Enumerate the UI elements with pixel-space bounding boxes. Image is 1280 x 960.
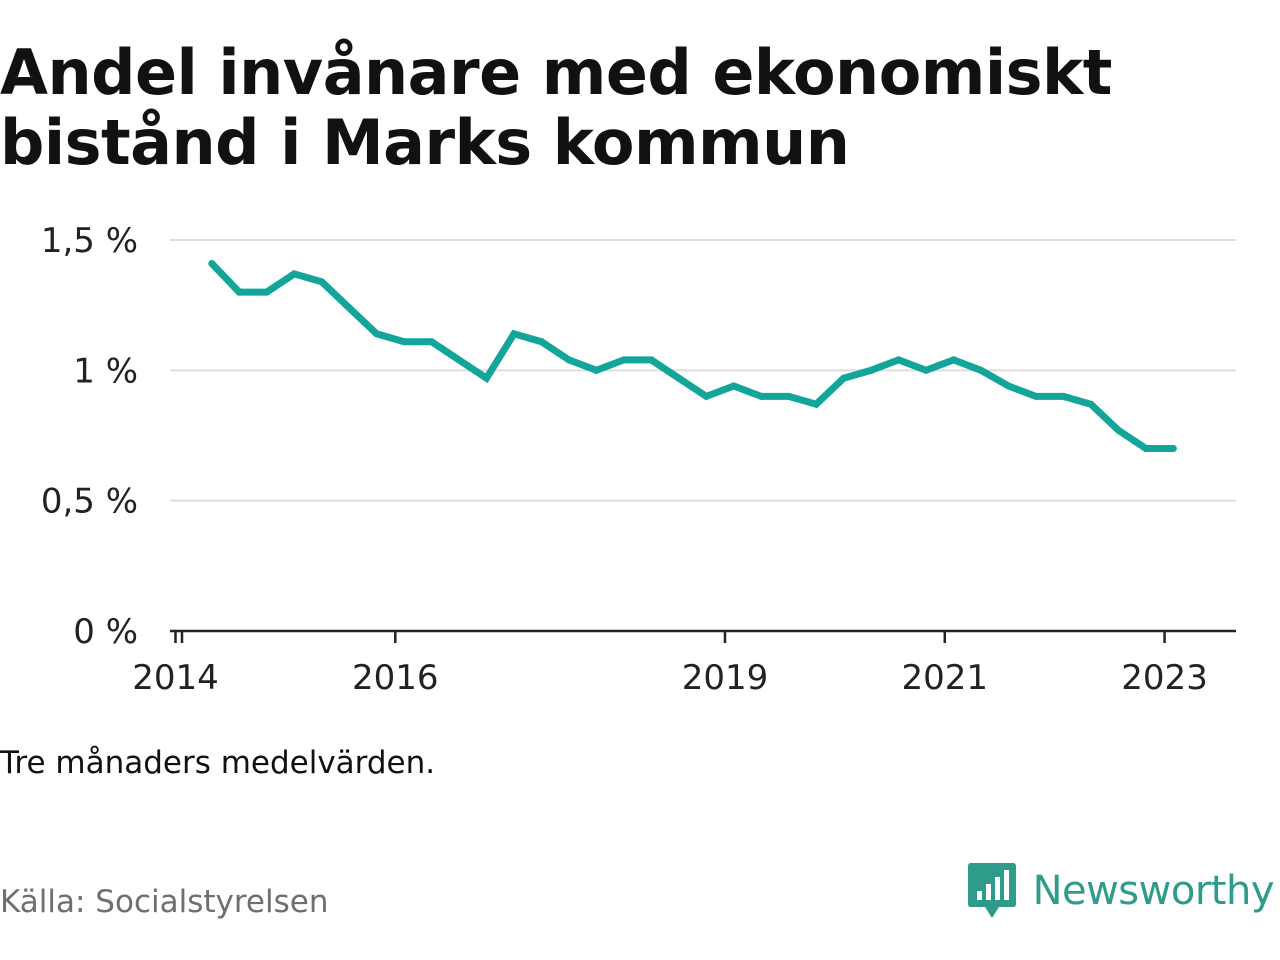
x-tick-label: 2021 — [902, 658, 989, 698]
y-axis-labels: 0 % 0,5 % 1 % 1,5 % — [41, 221, 138, 652]
data-point — [537, 338, 545, 346]
chart-title: Andel invånare med ekonomiskt bistånd i … — [0, 38, 1260, 178]
data-point — [208, 259, 216, 267]
data-point — [235, 288, 243, 296]
chart-title-line-2: bistånd i Marks kommun — [0, 106, 850, 179]
x-tick-label: 2014 — [132, 658, 219, 698]
data-point — [922, 366, 930, 374]
y-tick-label: 0 % — [73, 612, 138, 652]
data-point — [483, 374, 491, 382]
brand-name: Newsworthy — [1032, 868, 1275, 914]
x-tick-label: 2023 — [1121, 658, 1208, 698]
data-point — [895, 356, 903, 364]
source-label: Källa: Socialstyrelsen — [0, 884, 329, 920]
data-point — [565, 356, 573, 364]
data-point — [1114, 426, 1122, 434]
data-point — [702, 392, 710, 400]
y-tick-label: 1,5 % — [41, 221, 138, 261]
data-point — [840, 374, 848, 382]
data-point — [757, 392, 765, 400]
data-point — [730, 382, 738, 390]
data-point — [867, 366, 875, 374]
series-layer — [208, 259, 1177, 453]
data-point — [592, 366, 600, 374]
data-point — [785, 392, 793, 400]
data-point — [428, 338, 436, 346]
y-tick-label: 1 % — [73, 351, 138, 391]
chart-note: Tre månaders medelvärden. — [0, 745, 436, 781]
newsworthy-logo-icon — [967, 863, 1016, 918]
data-point — [1005, 382, 1013, 390]
data-point — [263, 288, 271, 296]
data-point — [455, 356, 463, 364]
x-axis-labels: 2014 2016 2019 2021 2023 — [132, 658, 1208, 698]
data-point — [812, 400, 820, 408]
x-tick-label: 2019 — [682, 658, 769, 698]
x-axis — [170, 629, 1236, 643]
y-tick-label: 0,5 % — [41, 482, 138, 522]
data-point — [1032, 392, 1040, 400]
data-point — [318, 278, 326, 286]
data-point — [620, 356, 628, 364]
data-point — [510, 330, 518, 338]
data-point — [1087, 400, 1095, 408]
data-point — [950, 356, 958, 364]
chart-title-line-1: Andel invånare med ekonomiskt — [0, 36, 1112, 109]
data-point — [1142, 445, 1150, 453]
data-point — [290, 270, 298, 278]
data-point — [345, 304, 353, 312]
brand-logo: Newsworthy — [967, 860, 1275, 922]
data-point — [373, 330, 381, 338]
x-tick-label: 2016 — [352, 658, 439, 698]
data-point — [977, 366, 985, 374]
data-point — [647, 356, 655, 364]
data-point — [675, 374, 683, 382]
line-chart: 0 % 0,5 % 1 % 1,5 % 2014 2016 2019 2021 2023 — [41, 221, 1236, 698]
data-point — [1169, 445, 1177, 453]
grid-lines — [170, 239, 1236, 502]
data-point — [400, 338, 408, 346]
data-point — [1059, 392, 1067, 400]
series-line-0 — [209, 261, 1174, 452]
